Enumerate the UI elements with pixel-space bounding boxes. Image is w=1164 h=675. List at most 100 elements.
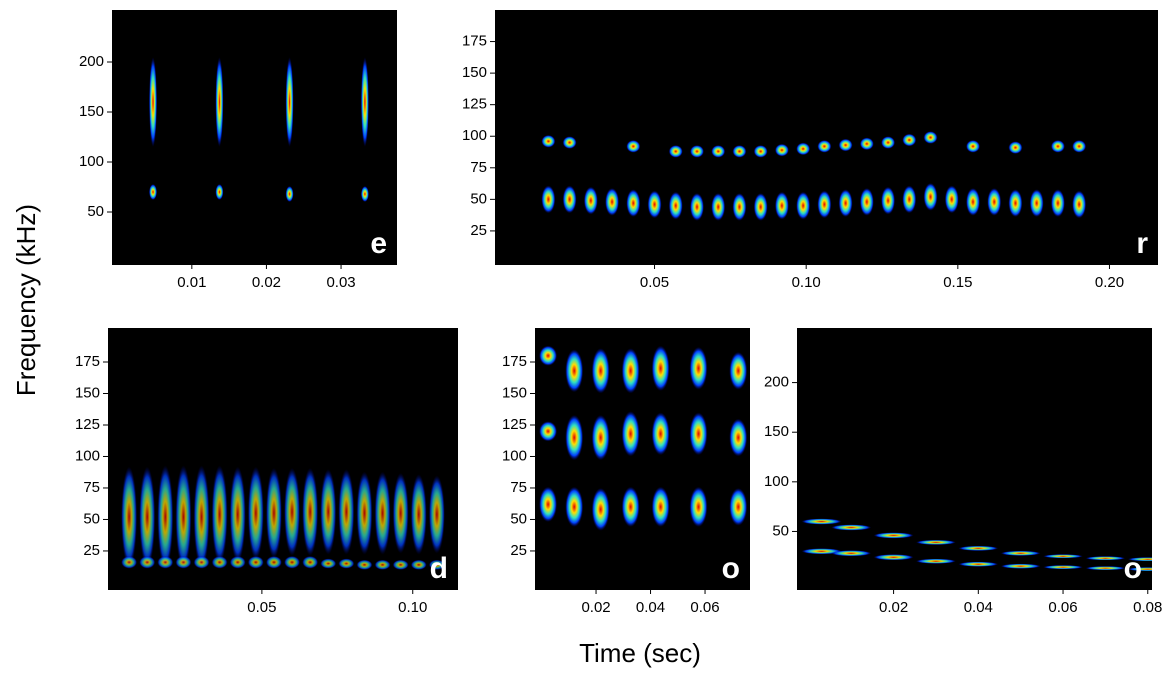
x-tick-label: 0.05 [640,274,669,291]
call-energy [193,465,210,569]
call-energy [729,418,748,457]
call-energy [229,555,246,569]
call-energy [923,131,938,144]
call-energy [121,555,138,569]
call-energy [139,466,156,568]
call-energy [157,555,174,569]
call-energy [302,555,319,569]
x-tick-label: 0.02 [879,599,908,616]
x-axis-label: Time (sec) [579,638,701,668]
x-tick-label: 0.03 [326,274,355,291]
call-energy [247,555,264,569]
panel-letter: o [722,552,740,585]
call-energy [668,191,683,220]
call-energy [958,545,999,551]
call-energy [149,184,158,200]
plot-area [495,10,1158,265]
call-energy [859,187,874,216]
spectrogram [149,57,369,202]
call-energy [1000,550,1041,556]
call-energy [565,349,584,393]
call-energy [392,472,409,554]
y-tick-label: 75 [470,159,487,176]
call-energy [626,140,641,153]
call-energy [958,561,999,567]
y-tick-label: 50 [87,203,104,220]
call-energy [284,555,301,569]
y-tick-label: 150 [502,384,527,401]
call-energy [591,348,610,394]
call-energy [881,136,896,149]
call-energy [774,143,789,157]
x-tick-label: 0.01 [177,274,206,291]
call-energy [175,555,192,569]
y-tick-label: 125 [75,416,100,433]
x-tick-label: 0.20 [1095,274,1124,291]
call-energy [753,145,768,158]
call-energy [1085,566,1126,571]
call-energy [621,348,640,394]
call-energy [1008,189,1023,218]
call-energy [923,182,938,211]
call-energy [211,555,228,569]
call-energy [732,145,747,158]
call-energy [392,559,409,570]
call-energy [647,190,662,219]
y-tick-label: 175 [502,353,527,370]
call-energy [541,185,556,214]
y-tick-label: 175 [75,353,100,370]
call-energy [729,351,748,390]
call-energy [229,466,246,563]
y-tick-label: 75 [83,479,100,496]
call-energy [215,57,224,147]
call-energy [873,554,914,561]
y-tick-label: 100 [79,153,104,170]
y-tick-label: 25 [510,542,527,559]
call-energy [356,559,373,570]
x-tick-label: 0.10 [398,599,427,616]
call-energy [1050,189,1065,218]
x-tick-label: 0.05 [247,599,276,616]
call-energy [1050,140,1065,153]
call-energy [591,487,610,531]
y-tick-label: 100 [75,447,100,464]
x-tick-label: 0.04 [964,599,993,616]
call-energy [838,138,853,152]
call-energy [539,486,558,522]
call-energy [605,187,620,216]
call-energy [356,471,373,555]
call-energy [668,145,683,158]
call-energy [562,185,577,214]
x-tick-label: 0.08 [1133,599,1162,616]
call-energy [541,134,556,148]
call-energy [621,486,640,528]
y-tick-label: 150 [764,423,789,440]
y-tick-label: 150 [462,64,487,81]
call-energy [428,475,445,554]
x-tick-label: 0.04 [636,599,665,616]
spectrogram [541,131,1087,221]
call-energy [1043,565,1084,570]
call-energy [1127,557,1152,562]
call-energy [1008,141,1023,154]
call-energy [565,486,584,528]
call-energy [175,465,192,569]
call-energy [1127,567,1152,572]
call-energy [374,471,391,555]
panel-letter: e [370,227,387,260]
call-energy [796,142,811,156]
call-energy [320,558,337,569]
call-energy [360,186,369,202]
call-energy [1072,140,1087,153]
call-energy [831,524,872,531]
call-energy [944,185,959,214]
call-energy [651,412,670,456]
y-tick-label: 200 [79,53,104,70]
call-energy [139,555,156,569]
call-energy [689,193,704,221]
call-energy [583,186,598,215]
call-energy [539,345,558,366]
call-energy [374,559,391,570]
call-energy [562,136,577,149]
